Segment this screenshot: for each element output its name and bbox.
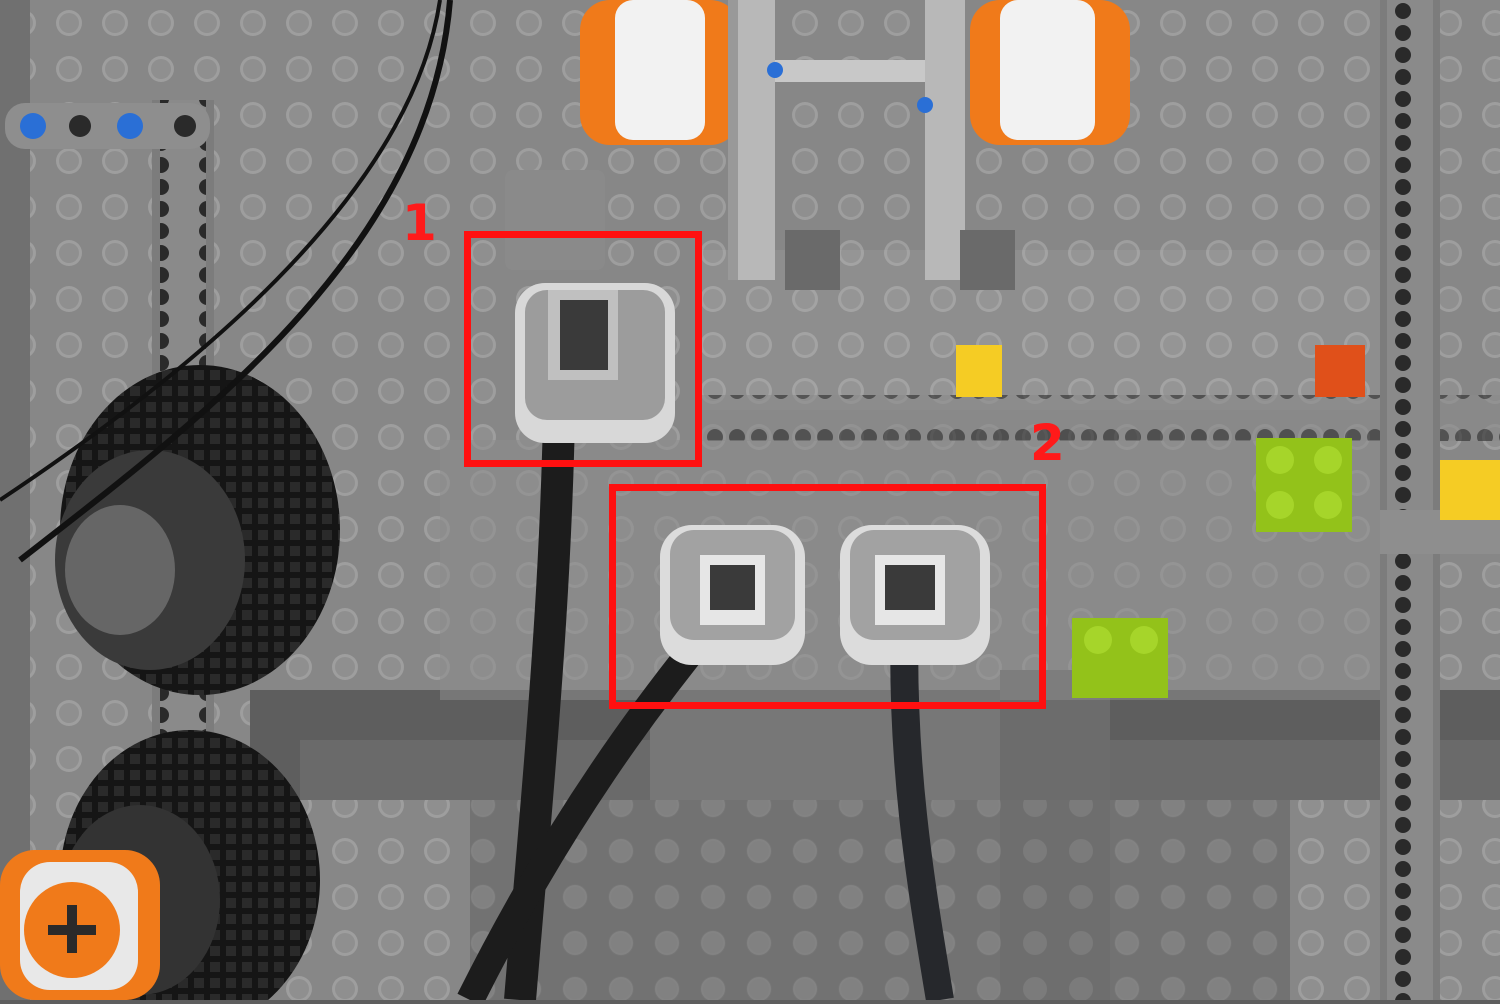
- lime-brick-2: [1072, 618, 1168, 698]
- sensor-2b: [840, 525, 990, 665]
- yellow-brick-right: [1440, 460, 1500, 520]
- motor-left: [580, 0, 740, 145]
- annotation-label-2: 2: [1030, 414, 1065, 472]
- lime-brick-1: [1256, 438, 1352, 532]
- cable-right-sensor: [890, 609, 954, 1003]
- wheel-upper: [55, 365, 340, 695]
- gear-left: [728, 0, 775, 280]
- highlight-box-2: [609, 484, 1046, 709]
- motor-bottom-left: [0, 850, 160, 1000]
- yellow-brick: [956, 345, 1002, 397]
- highlight-box-1: [464, 231, 702, 467]
- annotation-label-1: 1: [402, 194, 437, 252]
- beam-row: [700, 395, 1500, 441]
- sensor-1: [505, 170, 675, 443]
- orange-brick: [1315, 345, 1365, 397]
- sensor-2a: [660, 525, 805, 665]
- top-left-crossbeam: [5, 103, 210, 149]
- cable-thin: [18, 0, 453, 563]
- motor-right: [970, 0, 1130, 145]
- gear-right: [925, 0, 965, 280]
